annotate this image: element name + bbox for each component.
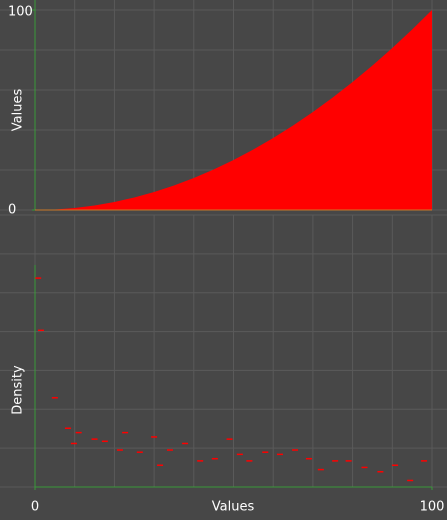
x-axis-label: Values xyxy=(212,500,255,515)
area xyxy=(35,10,432,210)
x-tick-label: 0 xyxy=(31,500,39,515)
y-tick-label: 100 xyxy=(8,5,33,20)
y-tick-label: 0 xyxy=(8,203,16,218)
y-axis-label: Density xyxy=(11,365,26,415)
x-tick-label: 100 xyxy=(420,500,445,515)
y-axis-label: Values xyxy=(11,89,26,132)
